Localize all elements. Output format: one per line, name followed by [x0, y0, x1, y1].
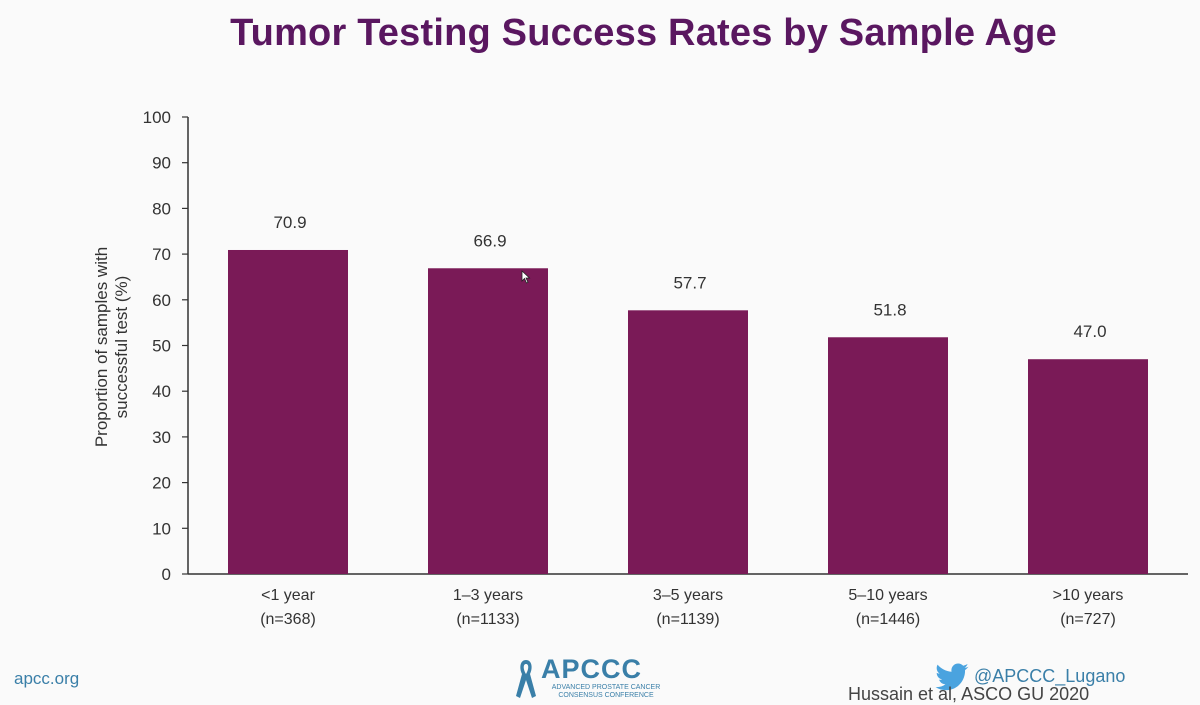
mouse-cursor-icon [521, 270, 531, 284]
y-tick-label: 50 [152, 337, 171, 356]
bar [228, 249, 348, 574]
bar [628, 310, 748, 574]
bar-value-label: 47.0 [1073, 322, 1106, 341]
y-tick-label: 90 [152, 154, 171, 173]
y-tick-label: 20 [152, 474, 171, 493]
awareness-ribbon-icon [516, 660, 536, 698]
bar-value-label: 57.7 [673, 273, 706, 292]
y-axis-label-line1: Proportion of samples with [92, 246, 111, 448]
y-tick-label: 40 [152, 382, 171, 401]
x-tick-label: 5–10 years [848, 587, 927, 604]
logo-subtitle: ADVANCED PROSTATE CANCER CONSENSUS CONFE… [541, 684, 671, 700]
y-axis-label-line2: successful test (%) [112, 275, 131, 419]
bar [828, 337, 948, 574]
x-tick-label: 1–3 years [453, 587, 523, 604]
y-tick-label: 0 [162, 565, 171, 584]
x-tick-count-label: (n=727) [1060, 611, 1116, 628]
x-tick-label: 3–5 years [653, 587, 723, 604]
x-tick-count-label: (n=1446) [856, 611, 921, 628]
x-tick-count-label: (n=368) [260, 611, 316, 628]
x-tick-label: >10 years [1053, 587, 1124, 604]
bar-value-label: 66.9 [473, 231, 506, 250]
y-tick-label: 60 [152, 291, 171, 310]
y-tick-label: 30 [152, 428, 171, 447]
x-tick-count-label: (n=1139) [656, 611, 719, 628]
logo-subtitle-line2: CONSENSUS CONFERENCE [558, 692, 654, 699]
x-tick-label: <1 year [261, 587, 315, 604]
citation: Hussain et al, ASCO GU 2020 [848, 684, 1090, 704]
bar-value-label: 51.8 [873, 300, 906, 319]
bar-value-label: 70.9 [273, 213, 306, 232]
logo-text: APCCC [541, 654, 643, 684]
twitter-bird-icon [935, 663, 969, 691]
twitter-handle[interactable]: @APCCC_Lugano [974, 666, 1126, 686]
y-tick-label: 100 [143, 108, 171, 127]
page-title: Tumor Testing Success Rates by Sample Ag… [230, 12, 1057, 54]
bar [1028, 359, 1148, 574]
y-axis-label: Proportion of samples with successful te… [92, 247, 132, 447]
y-tick-label: 10 [152, 519, 171, 538]
y-tick-label: 80 [152, 199, 171, 218]
website-link[interactable]: apcc.org [14, 669, 80, 688]
x-tick-count-label: (n=1133) [456, 611, 519, 628]
bar [428, 268, 548, 574]
y-tick-label: 70 [152, 245, 171, 264]
logo-subtitle-line1: ADVANCED PROSTATE CANCER [551, 684, 661, 691]
apccc-logo: APCCC ADVANCED PROSTATE CANCER CONSENSUS… [513, 654, 663, 702]
